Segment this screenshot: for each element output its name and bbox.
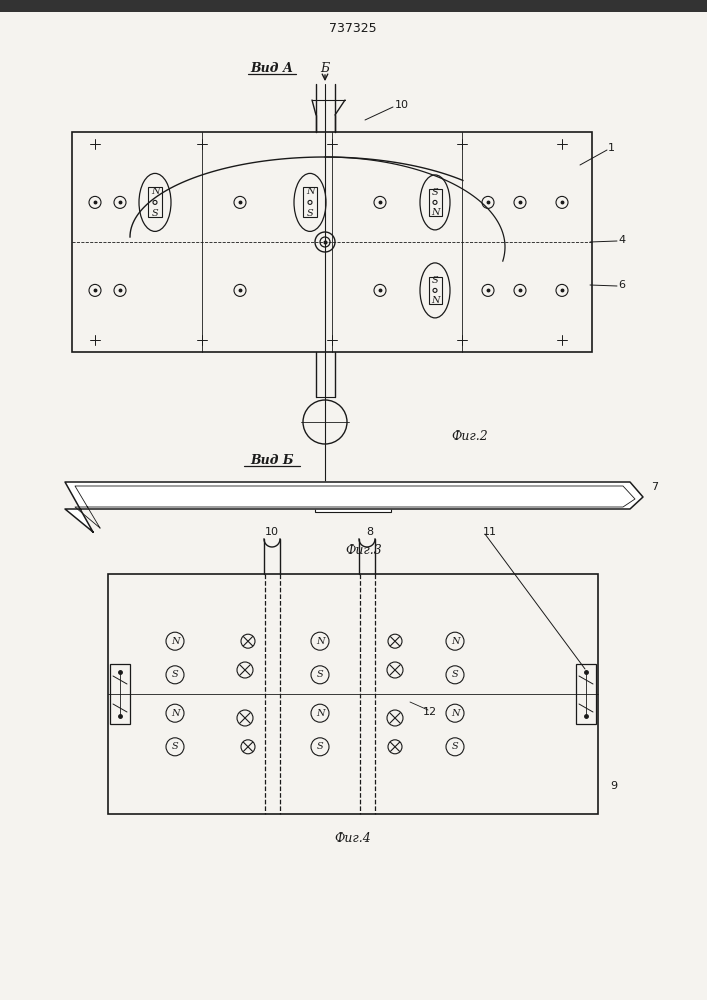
- Bar: [72, 132, 592, 352]
- Text: S: S: [317, 670, 323, 679]
- Bar: [315, 490, 391, 512]
- Text: 10: 10: [395, 100, 409, 110]
- Text: N: N: [451, 709, 460, 718]
- Text: 9: 9: [610, 781, 617, 791]
- Text: 10: 10: [265, 527, 279, 537]
- Text: 6: 6: [618, 280, 625, 290]
- Text: Фиг.4: Фиг.4: [334, 832, 371, 846]
- Text: Фиг.3: Фиг.3: [345, 544, 382, 556]
- Text: S: S: [432, 188, 438, 197]
- Text: S: S: [317, 742, 323, 751]
- Bar: [576, 664, 596, 724]
- Bar: [428, 277, 441, 304]
- Bar: [148, 187, 162, 217]
- Text: N: N: [171, 637, 180, 646]
- Bar: [108, 574, 598, 814]
- Text: 8: 8: [366, 527, 373, 537]
- Text: N: N: [151, 186, 159, 196]
- Text: S: S: [432, 276, 438, 285]
- Text: 7: 7: [651, 482, 658, 492]
- Text: N: N: [431, 208, 439, 217]
- Text: 737325: 737325: [329, 21, 377, 34]
- Text: N: N: [431, 296, 439, 305]
- Text: S: S: [452, 742, 458, 751]
- Bar: [0, 0, 707, 12]
- Text: 4: 4: [618, 235, 625, 245]
- Bar: [110, 664, 130, 724]
- Text: N: N: [171, 709, 180, 718]
- Text: Б: Б: [320, 62, 329, 75]
- Text: N: N: [316, 709, 325, 718]
- Text: S: S: [172, 742, 178, 751]
- Polygon shape: [65, 482, 643, 532]
- Text: 12: 12: [423, 707, 437, 717]
- Text: S: S: [452, 670, 458, 679]
- Text: S: S: [307, 209, 313, 218]
- Text: N: N: [316, 637, 325, 646]
- Text: 1: 1: [608, 143, 615, 153]
- Text: S: S: [152, 209, 158, 218]
- Text: N: N: [451, 637, 460, 646]
- Text: 11: 11: [483, 527, 497, 537]
- Bar: [303, 187, 317, 217]
- Text: Фиг.2: Фиг.2: [452, 430, 489, 444]
- Text: S: S: [172, 670, 178, 679]
- Text: Вид А: Вид А: [250, 62, 293, 75]
- Bar: [428, 189, 441, 216]
- Text: N: N: [305, 186, 314, 196]
- Text: Вид Б: Вид Б: [250, 454, 293, 466]
